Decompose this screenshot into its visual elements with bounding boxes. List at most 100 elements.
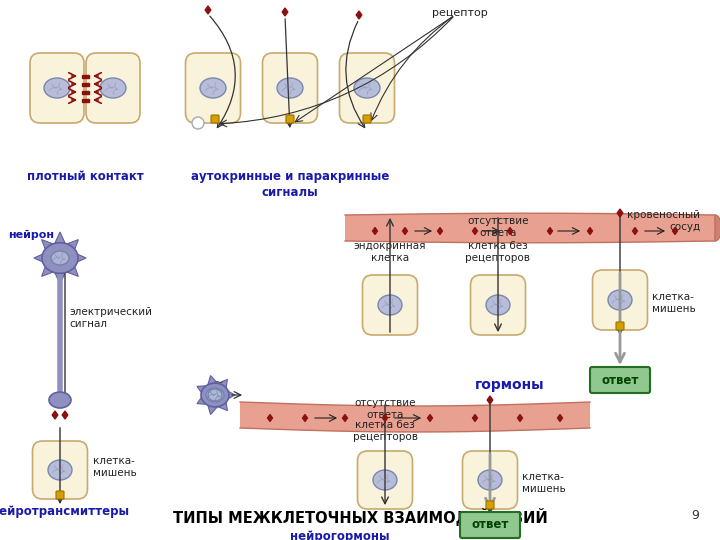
FancyBboxPatch shape (30, 53, 84, 123)
Text: ответ: ответ (601, 374, 639, 387)
Text: клетка без
рецепторов: клетка без рецепторов (466, 241, 531, 263)
Polygon shape (715, 215, 720, 241)
FancyBboxPatch shape (462, 451, 518, 509)
Bar (81, 75, 89, 78)
Polygon shape (345, 213, 715, 243)
Text: рецептор: рецептор (432, 8, 488, 18)
Ellipse shape (49, 392, 71, 408)
Text: нейрон: нейрон (8, 230, 54, 240)
FancyBboxPatch shape (358, 451, 413, 509)
Text: отсутствие
ответа: отсутствие ответа (354, 399, 415, 420)
Polygon shape (55, 273, 65, 284)
FancyBboxPatch shape (32, 441, 88, 499)
FancyBboxPatch shape (286, 115, 294, 123)
Ellipse shape (486, 295, 510, 315)
Text: нейротрансмиттеры: нейротрансмиттеры (0, 505, 129, 518)
FancyBboxPatch shape (211, 115, 219, 123)
FancyBboxPatch shape (86, 53, 140, 123)
Ellipse shape (208, 389, 222, 401)
Text: гормоны: гормоны (475, 378, 545, 392)
Ellipse shape (44, 78, 70, 98)
Polygon shape (53, 411, 58, 419)
Ellipse shape (277, 78, 303, 98)
Text: электрический
сигнал: электрический сигнал (69, 307, 152, 329)
Polygon shape (67, 240, 78, 251)
Ellipse shape (42, 242, 78, 273)
Polygon shape (197, 395, 207, 404)
Polygon shape (617, 209, 623, 217)
Ellipse shape (478, 470, 502, 490)
Polygon shape (207, 375, 217, 386)
Ellipse shape (200, 78, 226, 98)
Polygon shape (34, 253, 45, 263)
Bar (81, 98, 89, 102)
FancyBboxPatch shape (340, 53, 395, 123)
FancyBboxPatch shape (460, 512, 520, 538)
Text: клетка без
рецепторов: клетка без рецепторов (353, 421, 418, 442)
Circle shape (192, 117, 204, 129)
Polygon shape (268, 415, 272, 422)
FancyBboxPatch shape (362, 275, 418, 335)
Polygon shape (218, 380, 228, 389)
Polygon shape (218, 401, 228, 410)
Polygon shape (487, 396, 492, 404)
Polygon shape (588, 227, 593, 234)
Ellipse shape (201, 383, 229, 407)
Ellipse shape (608, 290, 632, 310)
FancyBboxPatch shape (616, 322, 624, 330)
Polygon shape (67, 265, 78, 276)
Ellipse shape (51, 251, 69, 265)
Text: плотный контакт: плотный контакт (27, 170, 143, 183)
Polygon shape (205, 6, 211, 14)
Polygon shape (207, 404, 217, 415)
Polygon shape (472, 415, 477, 422)
FancyBboxPatch shape (263, 53, 318, 123)
Polygon shape (302, 415, 307, 422)
Polygon shape (672, 227, 678, 234)
Polygon shape (518, 415, 523, 422)
Polygon shape (633, 227, 637, 234)
Bar (81, 83, 89, 85)
Polygon shape (557, 415, 562, 422)
Polygon shape (282, 8, 288, 16)
Polygon shape (343, 415, 348, 422)
Polygon shape (240, 402, 590, 432)
Text: 9: 9 (691, 509, 699, 522)
Text: отсутствие
ответа: отсутствие ответа (467, 217, 528, 238)
FancyBboxPatch shape (470, 275, 526, 335)
Polygon shape (42, 240, 53, 251)
Ellipse shape (373, 470, 397, 490)
Polygon shape (472, 227, 477, 234)
FancyBboxPatch shape (56, 491, 64, 499)
Text: аутокринные и паракринные
сигналы: аутокринные и паракринные сигналы (191, 170, 390, 199)
Text: клетка-
мишень: клетка- мишень (93, 456, 137, 478)
Polygon shape (428, 415, 433, 422)
Polygon shape (42, 265, 53, 276)
Polygon shape (382, 415, 387, 422)
Text: ТИПЫ МЕЖКЛЕТОЧНЫХ ВЗАИМОДЕЙСТВИЙ: ТИПЫ МЕЖКЛЕТОЧНЫХ ВЗАИМОДЕЙСТВИЙ (173, 508, 547, 526)
Polygon shape (508, 227, 513, 234)
Text: клетка-
мишень: клетка- мишень (652, 292, 696, 314)
Polygon shape (62, 411, 68, 419)
Ellipse shape (378, 295, 402, 315)
FancyBboxPatch shape (590, 367, 650, 393)
Text: клетка-
мишень: клетка- мишень (522, 472, 566, 494)
Ellipse shape (206, 388, 224, 402)
Text: кровеносный
сосуд: кровеносный сосуд (627, 210, 700, 232)
FancyBboxPatch shape (593, 270, 647, 330)
Polygon shape (547, 227, 552, 234)
FancyBboxPatch shape (186, 53, 240, 123)
Polygon shape (197, 386, 207, 395)
Polygon shape (356, 11, 362, 19)
Text: ~: ~ (212, 376, 224, 390)
Polygon shape (372, 227, 377, 234)
FancyBboxPatch shape (486, 501, 494, 509)
FancyBboxPatch shape (363, 115, 371, 123)
Ellipse shape (100, 78, 126, 98)
Polygon shape (438, 227, 443, 234)
Bar (81, 91, 89, 93)
Text: эндокринная
клетка: эндокринная клетка (354, 241, 426, 263)
Polygon shape (55, 232, 65, 243)
Text: ответ: ответ (472, 518, 509, 531)
Ellipse shape (354, 78, 380, 98)
